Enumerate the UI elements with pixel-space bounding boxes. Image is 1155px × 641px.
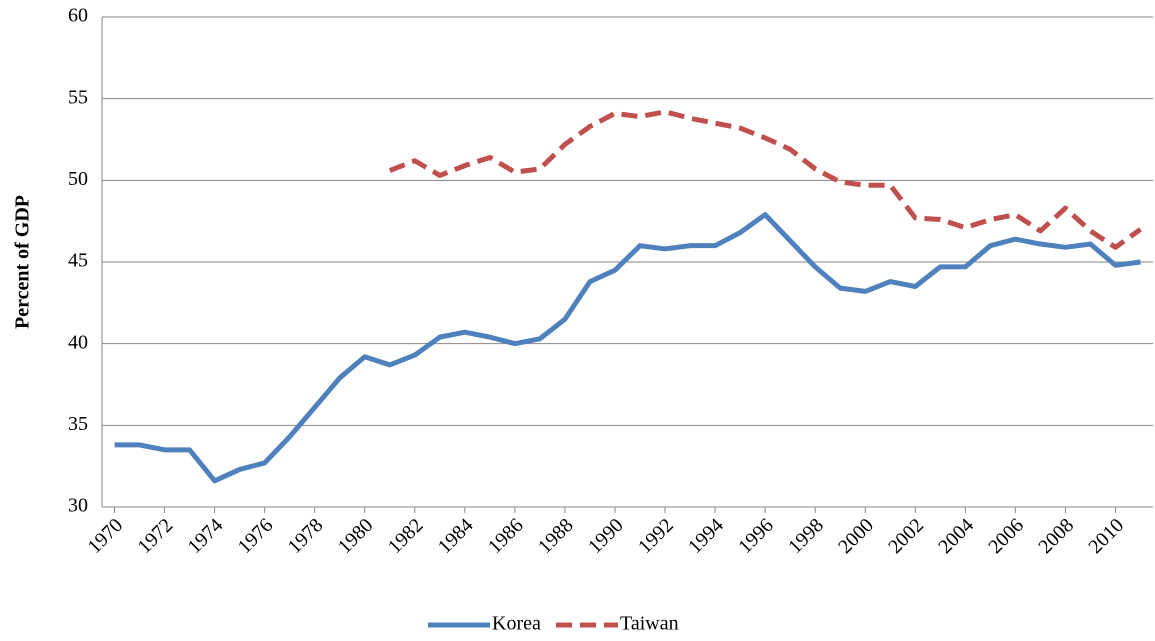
x-tick-label: 1980: [334, 514, 378, 558]
legend-label: Korea: [492, 613, 541, 635]
x-tick-label: 2006: [984, 514, 1028, 558]
x-tick-label: 2004: [934, 514, 978, 558]
y-tick-label: 35: [68, 413, 88, 435]
x-tick-label: 2010: [1084, 514, 1128, 558]
x-tick-label: 1976: [234, 514, 278, 558]
y-tick-label: 55: [68, 86, 88, 108]
x-tick-label: 1974: [184, 514, 228, 558]
x-tick-label: 1998: [784, 514, 828, 558]
legend-label: Taiwan: [620, 613, 679, 635]
x-tick-label: 2000: [834, 514, 878, 558]
x-tick-label: 2002: [884, 514, 928, 558]
x-tick-label: 1990: [584, 514, 628, 558]
x-tick-label: 1996: [734, 514, 778, 558]
series-line: [114, 212, 1141, 484]
x-tick-label: 1972: [134, 514, 178, 558]
y-tick-label: 60: [68, 5, 88, 27]
x-tick-label: 1994: [684, 514, 728, 558]
y-tick-label: 40: [68, 331, 88, 353]
x-tick-label: 1982: [384, 514, 428, 558]
x-tick-label: 1970: [83, 514, 127, 558]
y-tick-label: 30: [68, 495, 88, 517]
y-tick-label: 50: [68, 168, 88, 190]
x-tick-label: 1988: [534, 514, 578, 558]
x-tick-label: 1992: [634, 514, 678, 558]
y-tick-label: 45: [68, 250, 88, 272]
x-tick-label: 1978: [284, 514, 328, 558]
series-line: [388, 109, 1142, 250]
y-axis-label: Percent of GDP: [12, 195, 34, 329]
x-tick-label: 1984: [434, 514, 478, 558]
x-tick-label: 2008: [1034, 514, 1078, 558]
x-tick-label: 1986: [484, 514, 528, 558]
